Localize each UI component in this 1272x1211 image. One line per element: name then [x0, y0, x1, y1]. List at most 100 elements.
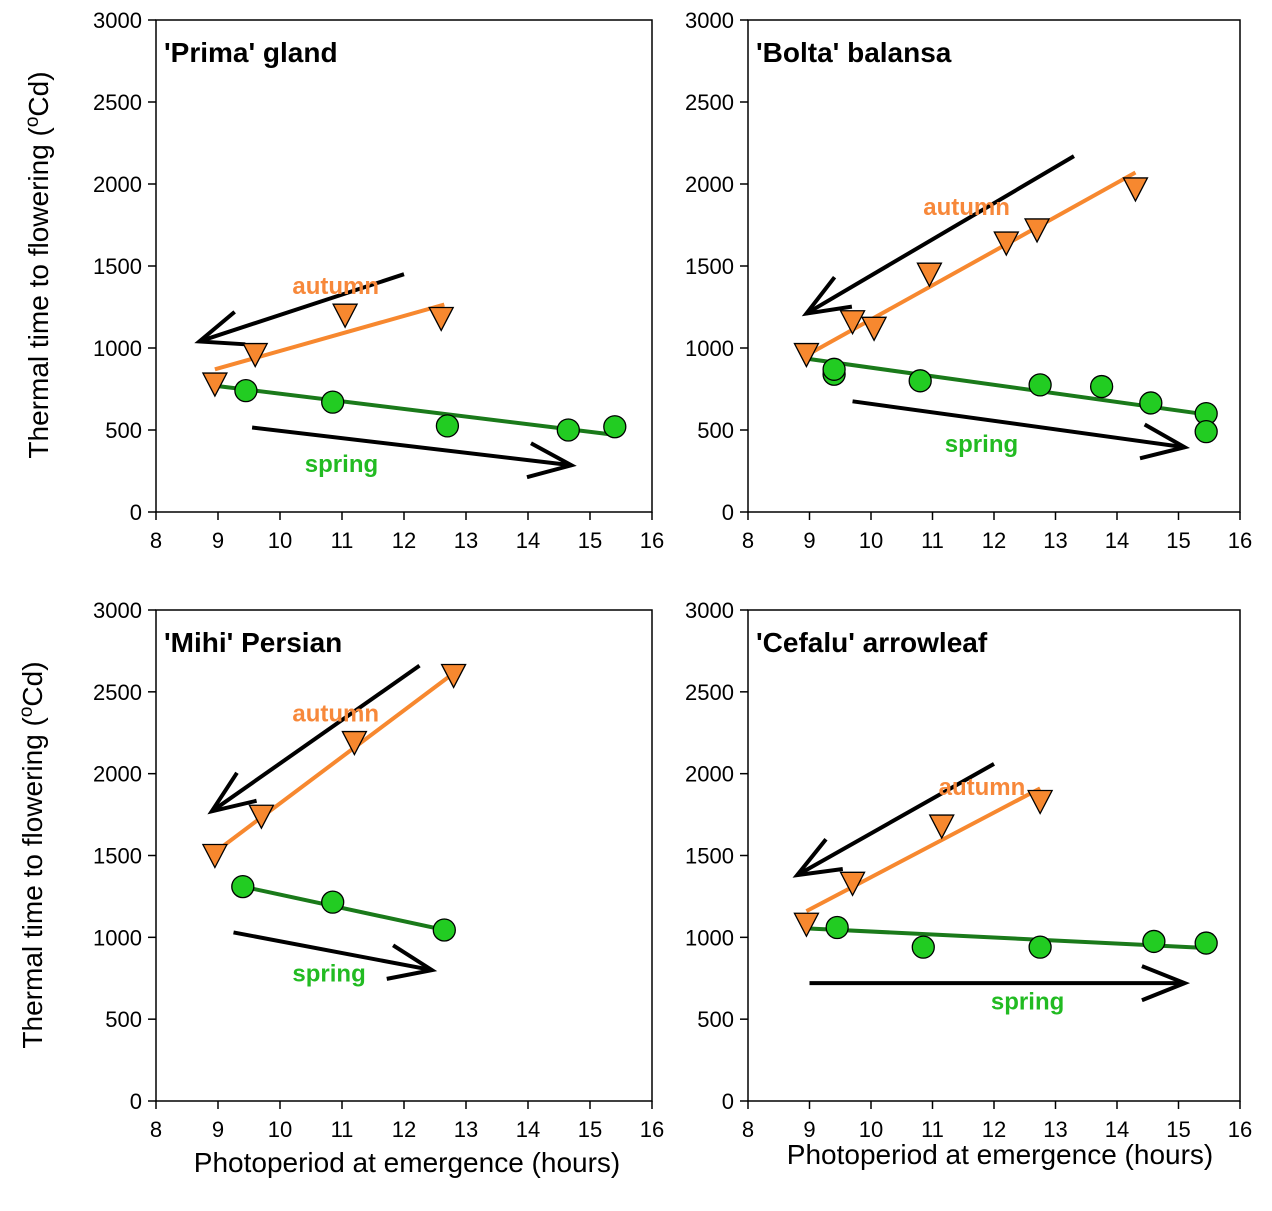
x-tick-label: 14	[1105, 528, 1129, 553]
spring-arrow-line	[852, 399, 1185, 450]
autumn-arrow-line	[796, 762, 995, 877]
y-tick-label: 500	[697, 1007, 734, 1032]
x-tick-label: 11	[921, 528, 944, 553]
spring-point	[1194, 931, 1218, 955]
chart-panel-2: 8 9 10 11 12 13 14 15 16 0 500 1000 1500 2000 2500 3000…	[685, 8, 1252, 553]
spring-point	[911, 935, 935, 959]
autumn-fit-line	[214, 302, 445, 372]
autumn-point	[1122, 177, 1149, 203]
y-tick-label: 0	[130, 500, 142, 525]
autumn-point	[793, 912, 820, 938]
panel-title: 'Bolta' balansa	[756, 37, 952, 68]
spring-label: spring	[991, 988, 1064, 1015]
y-tick-label: 3000	[685, 598, 734, 623]
spring-arrow-head	[386, 943, 438, 981]
x-tick-label: 10	[268, 528, 292, 553]
autumn-arrow-head	[801, 275, 853, 317]
x-tick-label: 9	[212, 1117, 224, 1142]
spring-point	[1194, 419, 1218, 444]
autumn-point	[201, 843, 228, 869]
autumn-point	[341, 730, 368, 756]
y-tick-label: 1500	[685, 844, 734, 869]
plot-frame	[155, 609, 653, 1102]
autumn-arrow-line	[210, 664, 421, 813]
y-tick-label: 0	[722, 1089, 734, 1114]
autumn-label: autumn	[939, 774, 1026, 801]
chart-panel-1: 8 9 10 11 12 13 14 15 16 0 500 1000 1500 2000 2500 3000…	[93, 8, 664, 553]
spring-fit-line	[806, 926, 1207, 950]
spring-point	[321, 890, 345, 914]
x-tick-label: 8	[150, 1117, 162, 1142]
y-axis-title-bottom: Thermal time to flowering (oCd)	[16, 661, 48, 1048]
spring-arrow-head	[1139, 422, 1190, 461]
x-tick-label: 15	[1166, 528, 1190, 553]
y-tick-label: 1000	[685, 925, 734, 950]
svg-text:Thermal time to flowering (oCd: Thermal time to flowering (oCd)	[22, 71, 54, 458]
spring-point	[231, 874, 255, 899]
x-tick-label: 12	[982, 528, 1006, 553]
autumn-point	[332, 303, 359, 329]
spring-arrow-head	[1141, 964, 1191, 1003]
x-axis-title-right: Photoperiod at emergence (hours)	[787, 1139, 1213, 1170]
y-tick-label: 2000	[93, 762, 142, 787]
x-tick-label: 13	[1043, 1117, 1067, 1142]
y-axis-title-top: Thermal time to flowering (oCd)	[22, 71, 54, 458]
y-axis-title-unit: Cd)	[23, 71, 54, 116]
x-tick-label: 10	[268, 1117, 292, 1142]
autumn-label: autumn	[292, 700, 379, 727]
x-tick-label: 16	[1228, 528, 1252, 553]
svg-text:Thermal time to flowering (oCd: Thermal time to flowering (oCd)	[16, 661, 48, 1048]
y-tick-label: 2500	[93, 90, 142, 115]
y-tick-label: 500	[105, 1007, 142, 1032]
spring-arrow-line	[233, 930, 433, 973]
y-tick-label: 500	[105, 418, 142, 443]
x-tick-label: 16	[640, 528, 664, 553]
plot-frame	[747, 609, 1241, 1102]
y-tick-label: 500	[697, 418, 734, 443]
x-tick-label: 15	[1166, 1117, 1190, 1142]
y-tick-label: 1500	[93, 254, 142, 279]
autumn-point	[242, 342, 269, 368]
spring-point	[1089, 374, 1114, 399]
spring-point	[432, 918, 456, 942]
spring-point	[435, 414, 460, 438]
x-tick-label: 11	[331, 1117, 354, 1142]
x-tick-label: 11	[331, 528, 354, 553]
y-tick-label: 1000	[685, 336, 734, 361]
autumn-arrow-line	[198, 272, 405, 344]
x-tick-label: 16	[1228, 1117, 1252, 1142]
x-tick-label: 8	[742, 1117, 754, 1142]
autumn-point	[248, 804, 275, 830]
x-tick-label: 13	[454, 1117, 478, 1142]
x-tick-label: 14	[516, 528, 540, 553]
y-tick-label: 2000	[93, 172, 142, 197]
x-tick-label: 16	[640, 1117, 664, 1142]
y-tick-label: 2500	[685, 680, 734, 705]
spring-label: spring	[305, 451, 378, 478]
x-tick-label: 9	[212, 528, 224, 553]
x-tick-label: 10	[859, 1117, 883, 1142]
y-tick-label: 2000	[685, 172, 734, 197]
y-tick-label: 0	[130, 1089, 142, 1114]
x-tick-label: 12	[392, 1117, 416, 1142]
spring-point	[556, 418, 580, 442]
spring-point	[321, 390, 345, 414]
y-axis-title-superscript: o	[22, 117, 43, 128]
x-tick-label: 12	[392, 528, 416, 553]
spring-point	[908, 369, 932, 393]
panel-title: 'Mihi' Persian	[164, 627, 342, 658]
y-tick-label: 1000	[93, 925, 142, 950]
autumn-arrow-head	[207, 771, 258, 815]
spring-point	[603, 415, 627, 439]
spring-point	[1142, 929, 1166, 954]
panel-title: 'Prima' gland	[164, 37, 338, 68]
autumn-point	[861, 316, 888, 342]
autumn-point	[428, 306, 455, 332]
x-tick-label: 15	[578, 528, 602, 553]
y-tick-label: 0	[722, 500, 734, 525]
autumn-point	[1027, 789, 1054, 815]
autumn-arrow-line	[805, 154, 1075, 316]
x-tick-label: 13	[454, 528, 478, 553]
autumn-arrow-head	[194, 310, 246, 347]
autumn-fit-line	[805, 786, 1042, 913]
